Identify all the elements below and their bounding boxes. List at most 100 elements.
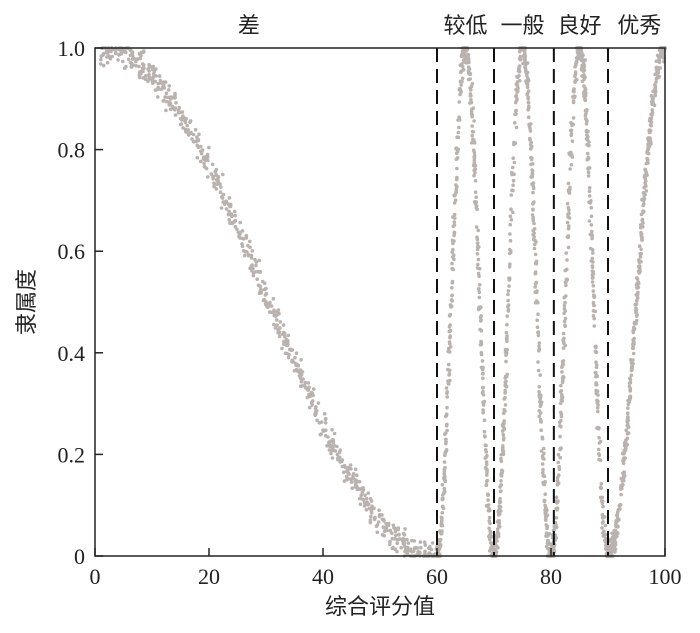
data-point — [470, 114, 474, 119]
data-point — [565, 201, 570, 206]
data-point — [293, 355, 297, 360]
data-point — [589, 205, 594, 210]
data-point — [590, 256, 595, 261]
data-point — [343, 465, 348, 470]
data-point — [583, 58, 587, 62]
data-point — [329, 451, 333, 456]
data-point — [446, 362, 451, 367]
data-point — [591, 275, 595, 279]
data-point — [573, 73, 577, 78]
data-point — [469, 98, 473, 102]
data-point — [533, 271, 538, 276]
data-point — [99, 54, 103, 58]
data-point — [128, 53, 133, 58]
data-point — [444, 441, 448, 446]
data-point — [317, 420, 322, 425]
data-point — [655, 53, 660, 58]
data-point — [350, 480, 354, 484]
data-point — [622, 456, 626, 460]
data-point — [510, 172, 514, 177]
data-point — [479, 352, 484, 357]
data-point — [305, 395, 310, 400]
data-point — [328, 439, 333, 444]
data-point — [254, 263, 258, 268]
data-point — [530, 144, 534, 149]
data-point — [618, 503, 622, 507]
data-point — [219, 206, 224, 210]
data-point — [456, 135, 461, 140]
data-point — [197, 132, 201, 137]
data-point — [450, 286, 454, 290]
data-point — [567, 216, 572, 220]
data-point — [285, 343, 290, 347]
data-point — [282, 339, 286, 344]
data-point — [526, 100, 531, 104]
data-point — [251, 271, 256, 275]
data-point — [191, 139, 196, 144]
data-point — [557, 467, 562, 472]
data-point — [323, 421, 328, 425]
data-point — [635, 313, 639, 317]
data-point — [648, 138, 652, 143]
data-point — [443, 466, 447, 470]
data-point — [290, 348, 295, 352]
data-point — [524, 68, 528, 72]
data-point — [597, 435, 601, 440]
data-point — [504, 351, 509, 355]
data-point — [508, 262, 512, 267]
data-point — [642, 175, 647, 179]
data-point — [645, 151, 649, 155]
data-point — [591, 314, 596, 318]
data-point — [473, 202, 478, 206]
data-point — [124, 64, 128, 69]
data-point — [567, 191, 572, 195]
y-tick-label: 0 — [74, 544, 85, 569]
data-point — [587, 186, 592, 190]
data-point — [571, 100, 576, 105]
data-point — [565, 267, 569, 272]
data-point — [536, 368, 541, 373]
data-point — [540, 462, 545, 466]
data-point — [370, 506, 375, 511]
data-point — [621, 483, 625, 487]
data-point — [558, 455, 562, 460]
data-point — [512, 160, 517, 165]
data-point — [504, 330, 509, 335]
data-point — [142, 49, 146, 53]
data-point — [539, 428, 543, 433]
data-point — [238, 220, 242, 225]
boundary-lines — [436, 48, 609, 556]
data-point — [475, 252, 480, 256]
data-point — [448, 328, 453, 333]
data-point — [271, 296, 276, 301]
data-point — [544, 515, 548, 520]
data-point — [537, 341, 542, 345]
data-point — [576, 48, 581, 52]
data-point — [105, 60, 110, 65]
data-point — [503, 382, 508, 387]
data-point — [590, 234, 594, 238]
data-point — [595, 406, 600, 410]
data-point — [294, 351, 299, 356]
data-point — [543, 505, 548, 510]
data-point — [637, 264, 642, 268]
data-point — [218, 182, 222, 186]
data-point — [598, 495, 603, 500]
data-point — [508, 238, 513, 243]
data-point — [477, 295, 482, 300]
data-point — [377, 508, 381, 512]
data-point — [472, 168, 476, 173]
data-point — [104, 50, 109, 55]
data-point — [511, 183, 515, 187]
data-point — [586, 157, 591, 161]
data-point — [181, 126, 185, 130]
data-point — [651, 89, 656, 94]
data-point — [141, 76, 145, 80]
data-point — [452, 220, 457, 224]
data-point — [221, 200, 225, 204]
data-point — [195, 135, 199, 139]
data-point — [596, 425, 600, 430]
data-point — [506, 307, 511, 312]
data-point — [99, 62, 103, 66]
data-point — [444, 423, 449, 428]
